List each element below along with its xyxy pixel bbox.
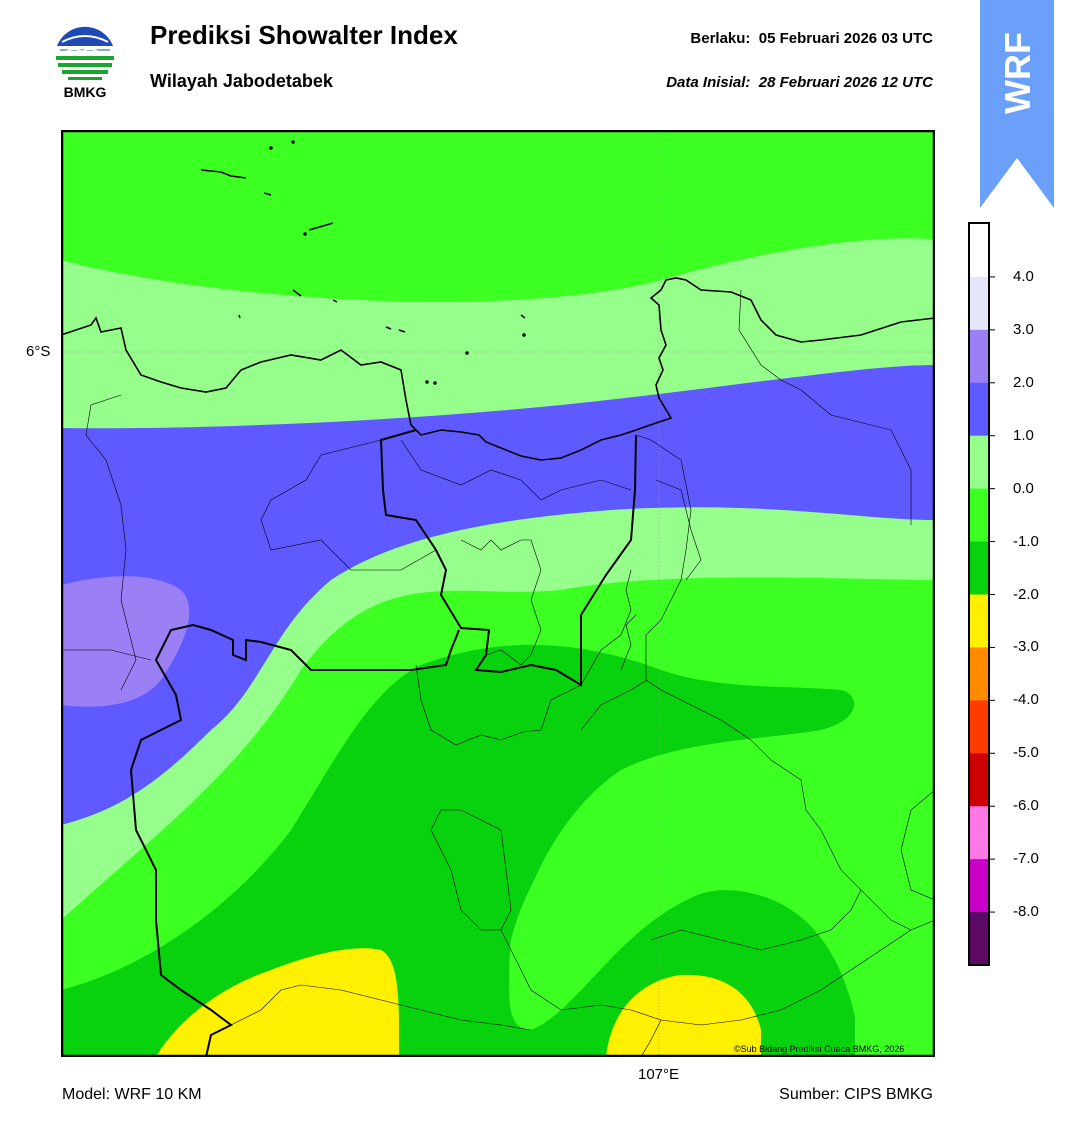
colorbar-segment	[970, 435, 989, 490]
colorbar-segment	[970, 859, 989, 913]
showalter-index-map: ©Sub Bidang Prediksi Cuaca BMKG, 2026	[61, 130, 935, 1057]
colorbar-segment	[970, 912, 989, 966]
colorbar-segment	[970, 647, 989, 701]
colorbar-label: 4.0	[1013, 267, 1034, 285]
map-subtitle: Wilayah Jabodetabek	[150, 71, 333, 91]
colorbar-label: 1.0	[1013, 426, 1034, 444]
latitude-label: 6°S	[26, 343, 51, 360]
colorbar-segment	[970, 382, 989, 437]
valid-time-label: Berlaku: 05 Februari 2026 03 UTC	[690, 30, 933, 47]
colorbar-segment	[970, 594, 989, 648]
colorbar-segment	[970, 276, 989, 331]
colorbar-segment	[970, 806, 989, 860]
colorbar-label: 3.0	[1013, 320, 1034, 338]
init-time-label: Data Inisial: 28 Februari 2026 12 UTC	[666, 74, 933, 91]
colorbar-label: -5.0	[1013, 744, 1039, 762]
map-frame	[61, 130, 935, 1057]
field-blue-band	[61, 365, 935, 825]
wrf-banner: WRF	[980, 0, 1054, 208]
map-copyright: ©Sub Bidang Prediksi Cuaca BMKG, 2026	[734, 1044, 904, 1054]
colorbar-segment	[970, 224, 989, 278]
model-label: Model: WRF 10 KM	[62, 1086, 202, 1103]
colorbar-label: -7.0	[1013, 850, 1039, 868]
colorbar-label: -8.0	[1013, 903, 1039, 921]
islands	[200, 140, 526, 385]
field-dark-green	[61, 644, 855, 1057]
bmkg-logo	[55, 22, 115, 82]
colorbar-segment	[970, 488, 989, 543]
colorbar-label: -4.0	[1013, 691, 1039, 709]
longitude-label: 107°E	[638, 1066, 680, 1083]
colorbar-label: 2.0	[1013, 373, 1034, 391]
colorbar-segment	[970, 541, 989, 595]
colorbar-label: -3.0	[1013, 638, 1039, 656]
colorbar-label: -2.0	[1013, 585, 1039, 603]
source-label: Sumber: CIPS BMKG	[779, 1086, 933, 1103]
field-yellow-left	[156, 948, 400, 1057]
colorbar-label: -6.0	[1013, 797, 1039, 815]
regency-boundaries	[61, 289, 935, 1057]
field-purple-blob	[61, 576, 190, 707]
colorbar-label: 0.0	[1013, 479, 1034, 497]
colorbar-label: -1.0	[1013, 532, 1039, 550]
coastline	[61, 277, 935, 461]
field-yellow-right	[606, 974, 761, 1057]
colorbar-segment	[970, 753, 989, 807]
field-green-pocket	[509, 760, 935, 1057]
wrf-banner-text: WRF	[997, 32, 1038, 114]
map-title: Prediksi Showalter Index	[150, 20, 458, 50]
colorbar	[968, 222, 995, 966]
bmkg-logo-text: BMKG	[63, 84, 107, 100]
colorbar-segment	[970, 700, 989, 754]
colorbar-segment	[970, 329, 989, 384]
